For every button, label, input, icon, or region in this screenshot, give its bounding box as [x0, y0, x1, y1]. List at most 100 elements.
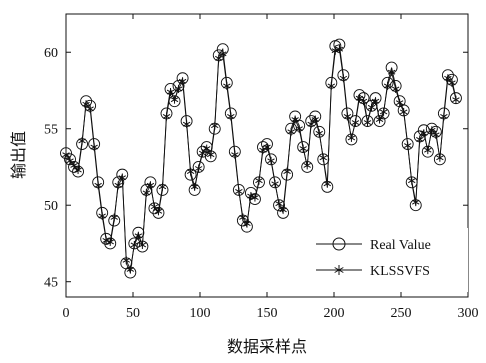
data-point-asterisk [399, 107, 408, 116]
data-point-asterisk [307, 120, 315, 129]
legend-label-real: Real Value [370, 238, 431, 253]
data-point-asterisk [98, 211, 106, 220]
data-point-asterisk [303, 161, 311, 170]
y-tick-label: 55 [44, 123, 58, 138]
data-point-asterisk [202, 144, 211, 153]
data-point-asterisk [428, 126, 436, 135]
data-point-asterisk [391, 84, 400, 93]
data-point-asterisk [295, 124, 303, 133]
data-point-asterisk [66, 156, 74, 165]
data-point-asterisk [440, 112, 448, 121]
data-point-asterisk [436, 153, 444, 162]
data-point-asterisk [383, 81, 392, 90]
legend-label-klssvfs: KLSSVFS [370, 264, 430, 279]
data-point-asterisk [106, 237, 114, 246]
data-point-asterisk [255, 176, 263, 185]
data-point-asterisk [299, 144, 307, 153]
y-axis-label: 输出值 [10, 131, 28, 179]
data-point-asterisk [122, 256, 131, 265]
data-point-asterisk [408, 176, 416, 185]
data-point-asterisk [416, 135, 424, 144]
data-point-asterisk [70, 161, 78, 170]
y-axis-ticks: 45 50 55 60 [44, 46, 468, 291]
data-point-asterisk [263, 143, 271, 152]
data-point-asterisk [275, 199, 283, 208]
data-point-asterisk [359, 97, 368, 106]
x-tick-label: 300 [458, 306, 479, 321]
data-point-asterisk [82, 100, 90, 109]
data-point-asterisk [363, 118, 372, 127]
data-point-asterisk [267, 156, 275, 165]
data-point-asterisk [150, 202, 159, 211]
data-point-asterisk [211, 121, 219, 130]
legend-asterisk-glyph [334, 265, 344, 275]
data-point-asterisk [134, 231, 143, 240]
data-point-asterisk [452, 95, 460, 104]
data-point-asterisk [94, 181, 102, 190]
series-layer [60, 38, 462, 279]
data-point-asterisk [231, 150, 239, 159]
data-point-asterisk [355, 94, 364, 103]
data-point-asterisk [251, 193, 259, 202]
data-point-asterisk [331, 46, 340, 55]
data-point-asterisk [420, 129, 428, 138]
data-point-asterisk [319, 153, 327, 162]
data-point-asterisk [142, 188, 151, 197]
data-point-asterisk [291, 115, 299, 124]
data-point-asterisk [118, 173, 126, 182]
data-point-asterisk [239, 213, 247, 222]
data-point-asterisk [110, 213, 118, 222]
y-tick-label: 50 [44, 199, 58, 214]
data-point-asterisk [379, 107, 388, 116]
data-point-asterisk [170, 95, 179, 104]
data-point-asterisk [243, 219, 251, 228]
data-point-asterisk [74, 166, 82, 175]
data-point-asterisk [395, 98, 404, 107]
data-point-asterisk [259, 146, 267, 155]
data-point-asterisk [166, 88, 175, 97]
data-point-asterisk [154, 207, 163, 216]
data-point-asterisk [279, 205, 287, 214]
data-point-asterisk [90, 143, 98, 152]
data-point-asterisk [375, 115, 384, 124]
data-point-asterisk [182, 120, 191, 129]
data-point-asterisk [323, 179, 332, 188]
data-point-asterisk [343, 112, 352, 121]
legend-marker-klssvfs [334, 265, 344, 275]
data-point-asterisk [114, 181, 122, 190]
data-point-asterisk [271, 179, 279, 188]
data-point-asterisk [62, 150, 70, 159]
data-point-asterisk [351, 118, 360, 127]
data-point-asterisk [335, 45, 344, 54]
data-point-asterisk [219, 49, 227, 58]
data-point-asterisk [287, 127, 295, 136]
data-point-asterisk [207, 150, 215, 159]
legend-box [304, 228, 468, 292]
x-axis-ticks: 0 50 100 150 200 250 300 [63, 14, 479, 321]
data-point-asterisk [448, 78, 456, 87]
data-point-asterisk [86, 104, 94, 113]
x-tick-label: 100 [190, 306, 211, 321]
data-point-asterisk [315, 129, 323, 138]
data-point-asterisk [158, 182, 167, 191]
legend-marker-real [332, 237, 346, 251]
data-point-asterisk [347, 133, 356, 142]
series-klssvfs [62, 45, 460, 274]
data-point-asterisk [102, 236, 110, 245]
data-point-asterisk [186, 167, 195, 176]
data-point-asterisk [283, 167, 291, 176]
data-point-asterisk [227, 112, 235, 121]
data-point-asterisk [130, 240, 139, 249]
data-point-asterisk [215, 54, 223, 63]
data-point-asterisk [327, 81, 336, 90]
data-point-asterisk [162, 112, 171, 121]
data-point-asterisk [367, 103, 376, 112]
data-point-asterisk [412, 198, 420, 207]
x-tick-label: 50 [126, 306, 140, 321]
x-tick-label: 0 [63, 306, 70, 321]
data-point-asterisk [424, 146, 432, 155]
data-point-asterisk [235, 187, 243, 196]
data-point-asterisk [432, 130, 440, 139]
x-tick-label: 250 [391, 306, 412, 321]
